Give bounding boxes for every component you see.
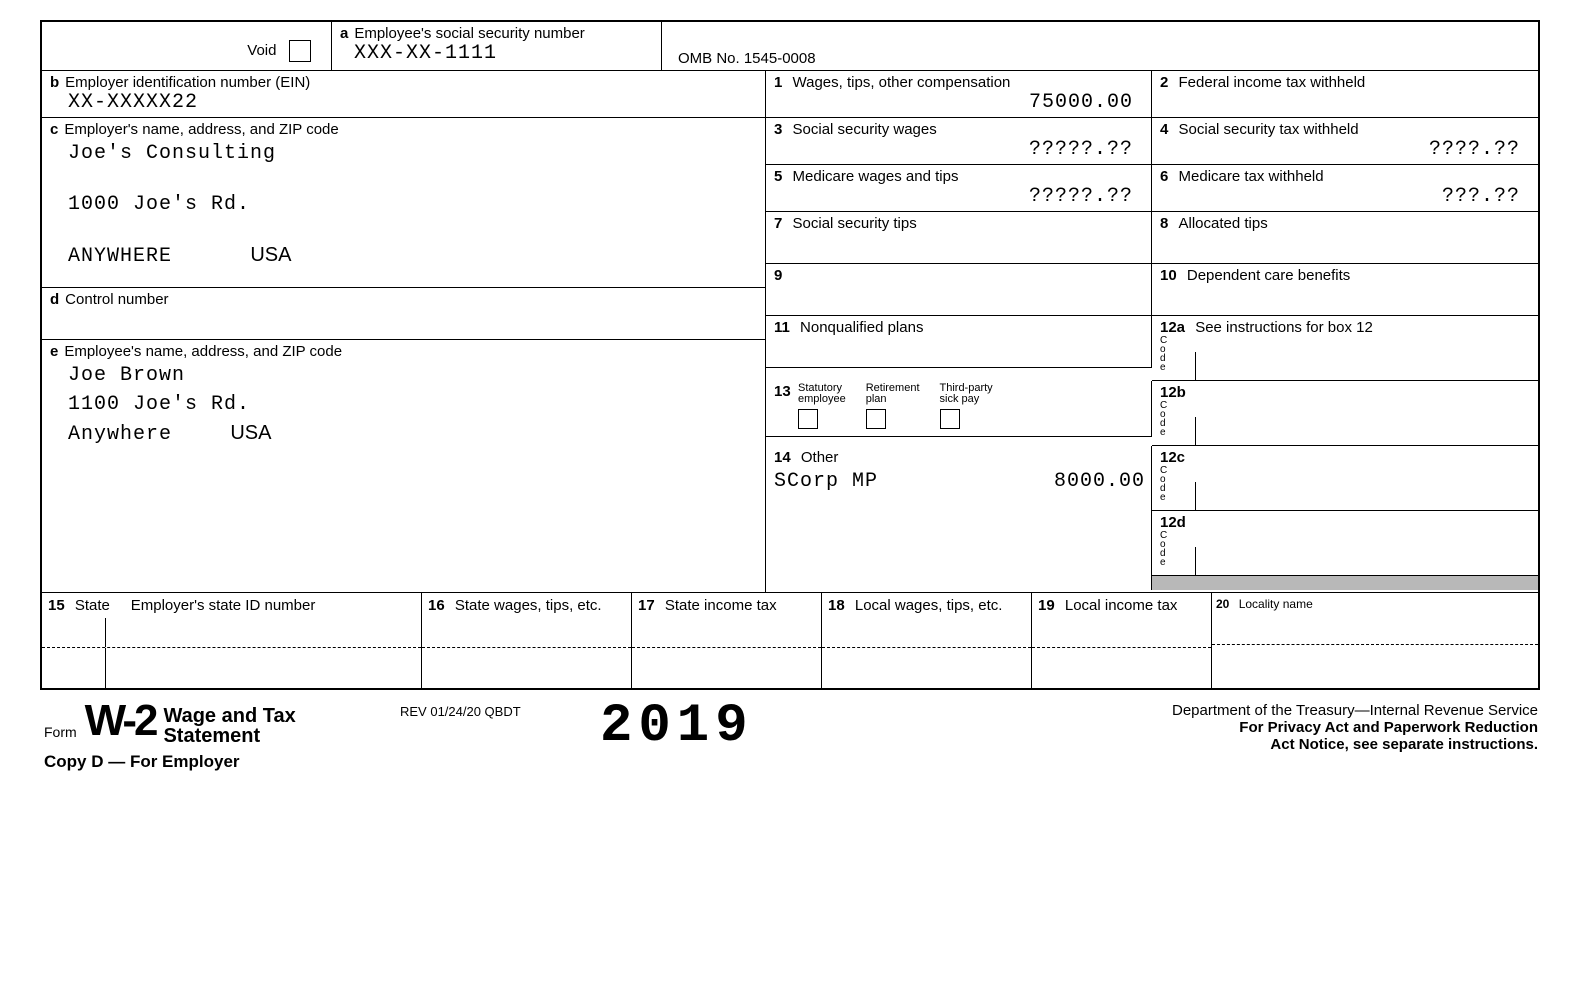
box-e-label: Employee's name, address, and ZIP code — [64, 343, 342, 360]
box-b: bEmployer identification number (EIN) XX… — [42, 71, 765, 118]
box-12b: 12b C o d e — [1152, 381, 1538, 446]
box-d: dControl number — [42, 288, 765, 340]
box-3-value: ?????.?? — [774, 138, 1145, 161]
employee-city: Anywhere — [68, 423, 172, 446]
box-c-label: Employer's name, address, and ZIP code — [64, 121, 338, 138]
ein-value: XX-XXXXX22 — [50, 91, 759, 114]
box-9: 9 — [766, 264, 1152, 316]
box-5-value: ?????.?? — [774, 185, 1145, 208]
retirement-checkbox[interactable] — [866, 409, 886, 429]
tax-year: 2019 — [600, 696, 840, 757]
box-10: 10 Dependent care benefits — [1152, 264, 1538, 316]
box-4: 4 Social security tax withheld ????.?? — [1152, 118, 1538, 165]
box-12c: 12c C o d e — [1152, 446, 1538, 511]
box-d-label: Control number — [65, 291, 168, 308]
box-1: 1 Wages, tips, other compensation 75000.… — [766, 71, 1152, 118]
box-5: 5 Medicare wages and tips ?????.?? — [766, 165, 1152, 212]
privacy-1: For Privacy Act and Paperwork Reduction — [840, 719, 1538, 736]
box-14: 14 Other SCorp MP 8000.00 — [766, 446, 1152, 511]
box-13: 13 Statutoryemployee Retirementplan Thir… — [766, 381, 1152, 437]
employer-name: Joe's Consulting — [50, 142, 759, 165]
box-b-label: Employer identification number (EIN) — [65, 74, 310, 91]
sickpay-checkbox[interactable] — [940, 409, 960, 429]
box-12d: 12d C o d e — [1152, 511, 1538, 576]
box-14-value: 8000.00 — [1054, 470, 1145, 493]
box-e: eEmployee's name, address, and ZIP code … — [42, 340, 765, 592]
void-checkbox[interactable] — [289, 40, 311, 62]
box-c: cEmployer's name, address, and ZIP code … — [42, 118, 765, 288]
statutory-checkbox[interactable] — [798, 409, 818, 429]
box-6: 6 Medicare tax withheld ???.?? — [1152, 165, 1538, 212]
box-6-value: ???.?? — [1160, 185, 1532, 208]
w2-form: Void a Employee's social security number … — [40, 20, 1540, 690]
employer-state: USA — [250, 244, 291, 266]
copy-label: Copy D — For Employer — [44, 752, 400, 772]
void-label: Void — [247, 42, 276, 59]
box-a-label: Employee's social security number — [354, 25, 584, 42]
box-11: 11 Nonqualified plans — [766, 316, 1152, 368]
box-14-key: SCorp MP — [774, 470, 878, 493]
privacy-2: Act Notice, see separate instructions. — [840, 736, 1538, 753]
ssn-value: XXX-XX-1111 — [340, 42, 655, 65]
dept-label: Department of the Treasury—Internal Reve… — [840, 702, 1538, 719]
employer-addr: 1000 Joe's Rd. — [50, 193, 759, 216]
gray-strip — [1152, 576, 1538, 590]
box-1-value: 75000.00 — [774, 91, 1145, 114]
form-footer: Form W-2 Wage and Tax Statement Copy D —… — [40, 690, 1544, 772]
form-number: W-2 — [85, 696, 156, 746]
employee-name: Joe Brown — [50, 364, 759, 387]
void-cell: Void — [42, 22, 332, 71]
box-2: 2 Federal income tax withheld — [1152, 71, 1538, 118]
form-title-1: Wage and Tax — [163, 706, 295, 726]
employee-state: USA — [230, 422, 271, 444]
box-a: a Employee's social security number XXX-X… — [332, 22, 662, 71]
box-14-cont — [766, 511, 1152, 576]
box-4-value: ????.?? — [1160, 138, 1532, 161]
box-3: 3 Social security wages ?????.?? — [766, 118, 1152, 165]
employer-city: ANYWHERE — [68, 245, 172, 268]
employee-addr: 1100 Joe's Rd. — [50, 393, 759, 416]
box-7: 7 Social security tips — [766, 212, 1152, 264]
form-title-2: Statement — [163, 726, 295, 746]
form-word: Form — [44, 724, 77, 746]
box-12a: 12a See instructions for box 12 C o d e — [1152, 316, 1538, 381]
rev-label: REV 01/24/20 QBDT — [400, 696, 600, 719]
box-a-letter: a — [340, 25, 348, 42]
omb-cell: OMB No. 1545-0008 — [662, 22, 1538, 71]
omb-label: OMB No. 1545-0008 — [678, 50, 816, 67]
box-8: 8 Allocated tips — [1152, 212, 1538, 264]
